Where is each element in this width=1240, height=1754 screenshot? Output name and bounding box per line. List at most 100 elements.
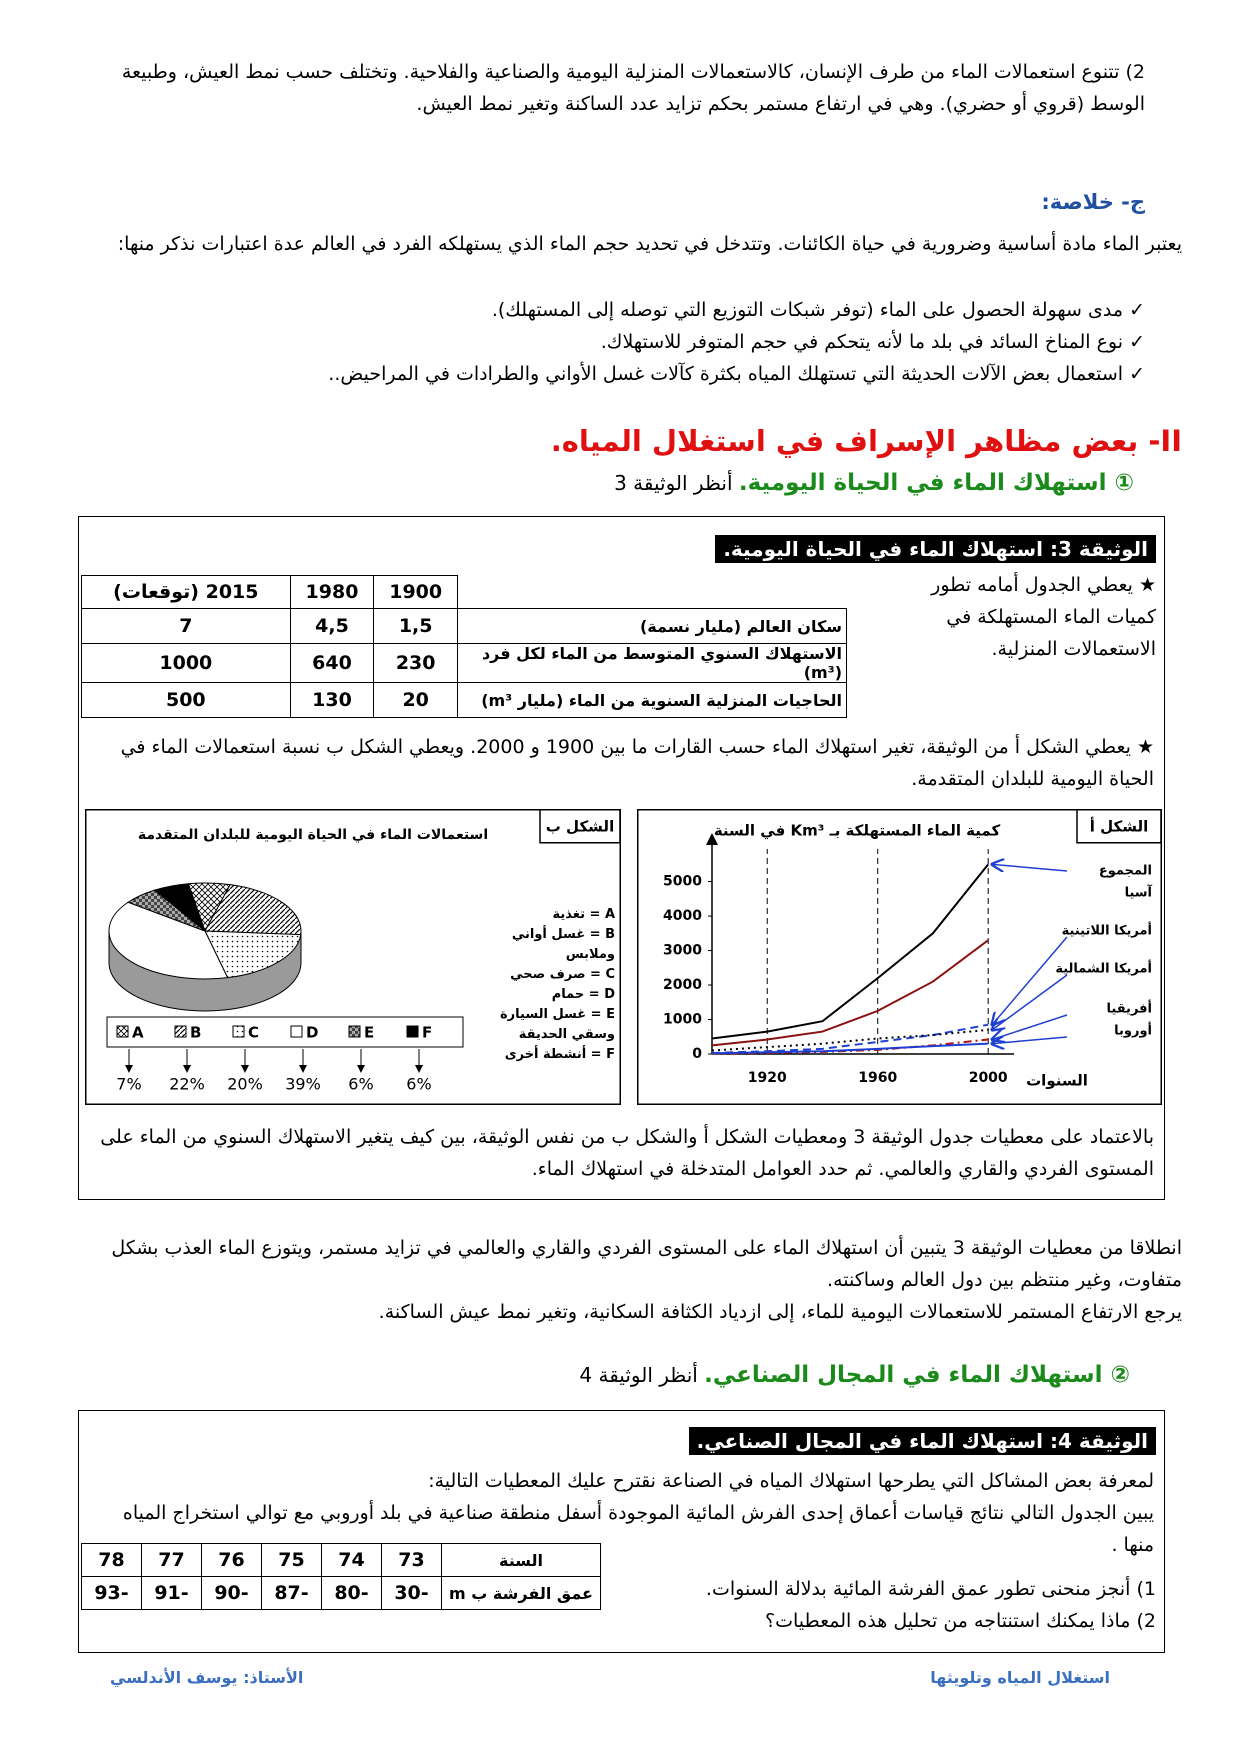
table-cell: 7	[81, 608, 291, 644]
table-cell: 130	[289, 682, 375, 718]
table-header-cell: 1900	[373, 575, 458, 609]
series-label: المجموع	[1099, 864, 1152, 879]
table-cell: 1,5	[373, 608, 458, 644]
table-cell: -90	[201, 1576, 262, 1610]
series-label: أمريكا الشمالية	[1055, 960, 1152, 977]
table-row-label: الاستهلاك السنوي المتوسط من الماء لكل فر…	[457, 643, 847, 683]
y-tick-label: 2000	[663, 977, 702, 993]
table-cell: 75	[261, 1543, 322, 1577]
y-tick-label: 3000	[663, 943, 702, 959]
doc-ref: أنظر الوثيقة 3	[614, 471, 733, 495]
bullet-list: ✓ مدى سهولة الحصول على الماء (توفر شبكات…	[100, 294, 1145, 390]
x-tick-label: 1920	[748, 1070, 787, 1086]
table-cell: 76	[201, 1543, 262, 1577]
bullet: ✓ استعمال بعض الآلات الحديثة التي تستهلك…	[328, 363, 1145, 385]
line-series	[711, 1023, 989, 1054]
legend-swatch	[290, 1025, 303, 1038]
table-cell: 230	[373, 643, 458, 683]
legend-key: F	[422, 1024, 432, 1042]
series-label: أمريكا اللاتينية	[1062, 922, 1152, 939]
legend-item: B = غسل أواني وملابس	[511, 927, 615, 962]
pie-slice	[204, 930, 302, 979]
paragraph: يعتبر الماء مادة أساسية وضرورية في حياة …	[117, 233, 1182, 255]
table-cell: 640	[289, 643, 375, 683]
table-cell: -30	[381, 1576, 442, 1610]
table-cell: -91	[141, 1576, 202, 1610]
doc-title: الوثيقة 3: استهلاك الماء في الحياة اليوم…	[715, 535, 1156, 563]
bullet: ✓ مدى سهولة الحصول على الماء (توفر شبكات…	[491, 299, 1145, 321]
table-header-cell: 1980	[289, 575, 375, 609]
value-label: 6%	[348, 1075, 373, 1094]
label-box	[539, 809, 621, 844]
table-row: السنة 73 74 75 76 77 78	[81, 1543, 601, 1577]
legend-key: E	[364, 1024, 374, 1042]
value-label: 20%	[227, 1075, 263, 1094]
callout-arrow	[992, 974, 1068, 1030]
table-row-label: السنة	[441, 1543, 601, 1577]
line-series	[711, 1042, 989, 1055]
value-label: 6%	[406, 1075, 431, 1094]
label-box	[1076, 809, 1162, 844]
legend-key: A	[132, 1024, 144, 1042]
table-row-label: الحاجيات المنزلية السنوية من الماء (مليا…	[457, 682, 847, 718]
paragraph: 2) تتنوع استعمالات الماء من طرف الإنسان،…	[121, 61, 1145, 115]
legend-frame	[106, 1016, 464, 1048]
line-series	[711, 939, 989, 1047]
y-tick-label: 4000	[663, 908, 702, 924]
table-row-label: سكان العالم (مليار نسمة)	[457, 608, 847, 644]
legend-item: C = صرف صحي	[510, 967, 615, 982]
document-3: الوثيقة 3: استهلاك الماء في الحياة اليوم…	[78, 516, 1165, 1200]
callout-arrow	[992, 936, 1068, 1025]
y-tick-label: 1000	[663, 1012, 702, 1028]
subheading: ① استهلاك الماء في الحياة اليومية. أنظر …	[614, 470, 1134, 496]
paragraph: لمعرفة بعض المشاكل التي يطرحها استهلاك ا…	[428, 1470, 1154, 1492]
x-axis-label: السنوات	[1026, 1072, 1088, 1090]
callout-arrow	[992, 1037, 1068, 1044]
legend-key: D	[306, 1024, 318, 1042]
pie-slice	[108, 901, 229, 980]
question: 1) أنجز منحنى تطور عمق الفرشة المائية بد…	[705, 1578, 1156, 1600]
bullet: ✓ نوع المناخ السائد في بلد ما لأنه يتحكم…	[600, 331, 1145, 353]
legend-swatch	[406, 1025, 419, 1038]
legend-item: E = غسل السيارة وسقي الحديقة	[500, 1007, 615, 1042]
table-cell: 78	[81, 1543, 142, 1577]
value-label: 22%	[169, 1075, 205, 1094]
subheading-title: ① استهلاك الماء في الحياة اليومية.	[738, 470, 1134, 496]
paragraph: انطلاقا من معطيات الوثيقة 3 يتبين أن است…	[111, 1237, 1182, 1291]
document-4: الوثيقة 4: استهلاك الماء في المجال الصنا…	[78, 1410, 1165, 1653]
series-label: أفريقيا	[1107, 1000, 1152, 1017]
table-cell: 500	[81, 682, 291, 718]
subheading: ② استهلاك الماء في المجال الصناعي. أنظر …	[579, 1362, 1130, 1388]
pie-slice	[153, 883, 207, 933]
figure-label: الشكل أ	[1090, 817, 1149, 836]
table-cell: 4,5	[289, 608, 375, 644]
pie-slice	[204, 884, 302, 936]
table: السنة 73 74 75 76 77 78 عمق الفرشة ب m -30 -80 -87…	[81, 1543, 601, 1610]
line-chart: الشكل أ كمية الماء المستهلكة بـ Km³ في ا…	[637, 809, 1162, 1105]
table-header-cell: 2015 (توقعات)	[81, 575, 291, 609]
legend-swatch	[232, 1025, 245, 1038]
figure-label: الشكل ب	[546, 818, 614, 836]
pie-chart: الشكل ب استعمالات الماء في الحياة اليومي…	[85, 809, 621, 1105]
line-series	[711, 1028, 989, 1052]
footer-subject: استغلال المياه وتلويثها	[930, 1668, 1110, 1687]
y-tick-label: 0	[692, 1046, 702, 1062]
paragraph: يرجع الارتفاع المستمر للاستعمالات اليومي…	[378, 1301, 1182, 1323]
value-label: 7%	[116, 1075, 141, 1094]
figure-frame	[637, 809, 1162, 1105]
paragraph: ★ يعطي الجدول أمامه تطور كميات الماء الم…	[931, 574, 1156, 660]
analysis: انطلاقا من معطيات الوثيقة 3 يتبين أن است…	[84, 1232, 1182, 1328]
question: 2) ماذا يمكنك استنتاجه من تحليل هذه المع…	[765, 1610, 1156, 1632]
table-row: الحاجيات المنزلية السنوية من الماء (مليا…	[81, 682, 847, 718]
footer-teacher: الأستاذ: يوسف الأندلسي	[110, 1668, 304, 1687]
series-label: أوروبا	[1114, 1022, 1152, 1039]
table-row: سكان العالم (مليار نسمة) 1,5 4,5 7	[81, 608, 847, 644]
series-label: آسيا	[1125, 884, 1153, 901]
table: 1900 1980 2015 (توقعات) سكان العالم (مليار …	[81, 575, 847, 718]
questions: 1) أنجز منحنى تطور عمق الفرشة المائية بد…	[616, 1573, 1156, 1637]
doc-ref: أنظر الوثيقة 4	[579, 1363, 698, 1387]
legend-swatch	[174, 1025, 187, 1038]
table-row: الاستهلاك السنوي المتوسط من الماء لكل فر…	[81, 643, 847, 683]
legend-key: C	[248, 1024, 259, 1042]
